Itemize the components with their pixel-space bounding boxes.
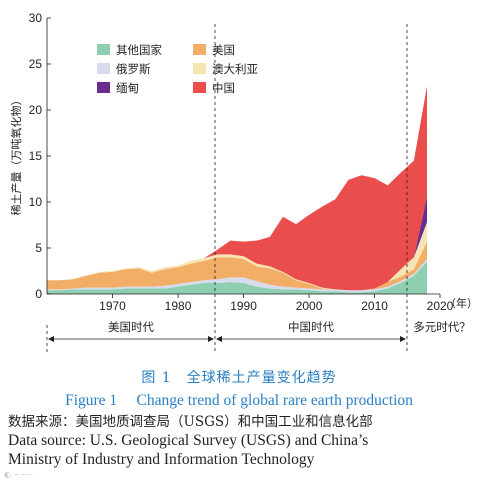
x-tick-label-1970: 1970 <box>99 299 126 313</box>
legend-label-美国: 美国 <box>212 43 235 57</box>
legend-label-中国: 中国 <box>212 81 235 95</box>
rare-earth-production-chart: 0 5 10 15 20 25 30 1970 1980 1990 2000 2010 2020 其他国… <box>9 11 478 352</box>
legend-swatch-美国 <box>193 44 206 55</box>
stacked-areas <box>47 86 427 294</box>
legend-swatch-其他国家 <box>97 44 110 55</box>
y-tick-label-15: 15 <box>29 149 43 163</box>
area-澳大利亚 <box>47 222 427 291</box>
figure-caption-chinese: 图 1 全球稀土产量变化趋势 <box>141 370 337 386</box>
area-俄罗斯 <box>47 259 427 293</box>
data-source-english-line1: Data source: U.S. Geological Survey (USG… <box>8 432 369 449</box>
legend-label-俄罗斯: 俄罗斯 <box>116 62 151 76</box>
y-tick-label-25: 25 <box>29 57 43 71</box>
y-tick-label-5: 5 <box>35 241 42 255</box>
area-美国 <box>47 241 427 291</box>
x-tick-label-1990: 1990 <box>230 299 257 313</box>
x-tick-label-2010: 2010 <box>361 299 388 313</box>
x-tick-label-2020: 2020 <box>427 299 454 313</box>
legend-swatch-中国 <box>193 82 206 93</box>
watermark-logo: ◐ ~~~ <box>4 470 34 479</box>
x-axis-unit-label: （年） <box>445 296 478 310</box>
x-tick-label-1980: 1980 <box>165 299 192 313</box>
era-label-1: 美国时代 <box>108 320 154 334</box>
legend-label-其他国家: 其他国家 <box>116 43 162 57</box>
y-axis-label: 稀土产量（万吨氧化物） <box>9 95 23 216</box>
era-annotations: 美国时代 中国时代 多元时代？ <box>46 24 471 352</box>
legend-swatch-缅甸 <box>97 82 110 93</box>
chart-axes: 0 5 10 15 20 25 30 1970 1980 1990 2000 2010 2020 <box>29 11 454 313</box>
area-其他国家 <box>47 261 427 294</box>
y-tick-label-10: 10 <box>29 195 43 209</box>
x-tick-label-2000: 2000 <box>296 299 323 313</box>
era-arrow-china-head-right <box>400 336 406 342</box>
legend-label-缅甸: 缅甸 <box>116 81 139 95</box>
era-arrow-us-head-right <box>208 336 214 342</box>
era-arrow-us-head-left <box>48 336 54 342</box>
y-tick-label-30: 30 <box>29 11 43 25</box>
era-arrow-china-head-left <box>216 336 222 342</box>
legend-swatch-澳大利亚 <box>193 63 206 74</box>
era-label-3: 多元时代？ <box>413 320 471 334</box>
y-tick-label-0: 0 <box>35 287 42 301</box>
area-中国 <box>47 86 427 291</box>
legend-swatch-俄罗斯 <box>97 63 110 74</box>
data-source-chinese: 数据来源：美国地质调查局（USGS）和中国工业和信息化部 <box>8 414 373 430</box>
data-source-english-line2: Ministry of Industry and Information Tec… <box>8 451 315 468</box>
legend-label-澳大利亚: 澳大利亚 <box>212 62 258 76</box>
era-label-2: 中国时代 <box>288 320 334 334</box>
figure-caption-english: Figure 1 Change trend of global rare ear… <box>65 392 413 409</box>
y-tick-label-20: 20 <box>29 103 43 117</box>
